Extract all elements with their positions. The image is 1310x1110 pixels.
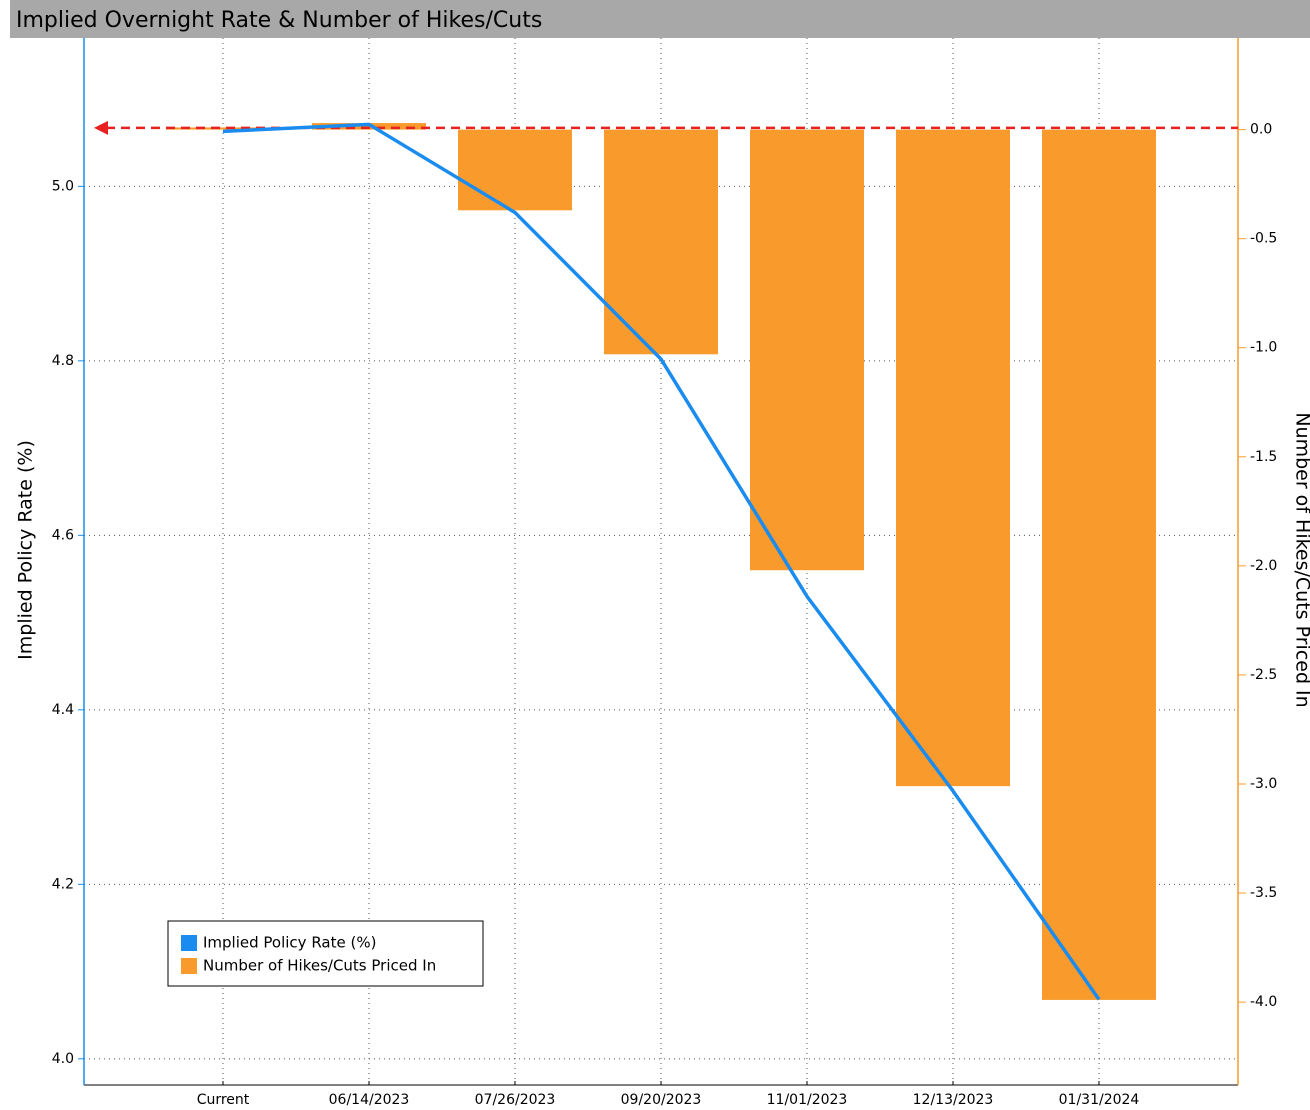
legend-swatch (181, 935, 197, 951)
legend-label: Number of Hikes/Cuts Priced In (203, 957, 436, 975)
y-axis-title: Implied Policy Rate (%) (15, 440, 37, 660)
bar (1042, 129, 1156, 1000)
y-tick-label: 4.6 (52, 527, 74, 543)
y-tick-label: 4.4 (52, 702, 74, 718)
legend: Implied Policy Rate (%) Number of Hikes/C… (167, 920, 484, 987)
y2-tick-label: -1.5 (1250, 449, 1277, 465)
y2-tick-label: -4.0 (1250, 994, 1277, 1010)
chart-title: Implied Overnight Rate & Number of Hikes… (16, 8, 542, 33)
y-tick-label: 4.2 (52, 876, 74, 892)
legend-label: Implied Policy Rate (%) (203, 934, 376, 952)
y2-tick-label: -0.5 (1250, 231, 1277, 247)
x-tick-label: 12/13/2023 (913, 1092, 994, 1108)
y2-tick-label: -3.5 (1250, 885, 1277, 901)
reference-arrow (94, 120, 108, 135)
x-tick-label: 11/01/2023 (767, 1092, 848, 1108)
y2-tick-label: -1.0 (1250, 340, 1277, 356)
y-tick-label: 5.0 (52, 178, 74, 194)
bar (604, 129, 718, 355)
y2-tick-label: -3.0 (1250, 776, 1277, 792)
x-tick-label: Current (197, 1092, 250, 1108)
bar (750, 129, 864, 571)
x-tick-label: 01/31/2024 (1059, 1092, 1140, 1108)
bar (896, 129, 1010, 787)
y-tick-label: 4.8 (52, 353, 74, 369)
y2-tick-label: 0.0 (1250, 122, 1272, 138)
y-tick-label: 4.0 (52, 1051, 74, 1067)
y2-tick-label: -2.5 (1250, 667, 1277, 683)
title-bar (10, 0, 1310, 38)
legend-box (167, 920, 484, 987)
line (222, 122, 1101, 1001)
y2-tick-label: -2.0 (1250, 558, 1277, 574)
y2-axis-title: Number of Hikes/Cuts Priced In (1292, 412, 1310, 707)
bar (166, 127, 280, 130)
x-tick-label: 07/26/2023 (475, 1092, 556, 1108)
x-tick-label: 06/14/2023 (329, 1092, 410, 1108)
legend-swatch (181, 958, 197, 974)
bar (458, 129, 572, 211)
x-tick-label: 09/20/2023 (621, 1092, 702, 1108)
